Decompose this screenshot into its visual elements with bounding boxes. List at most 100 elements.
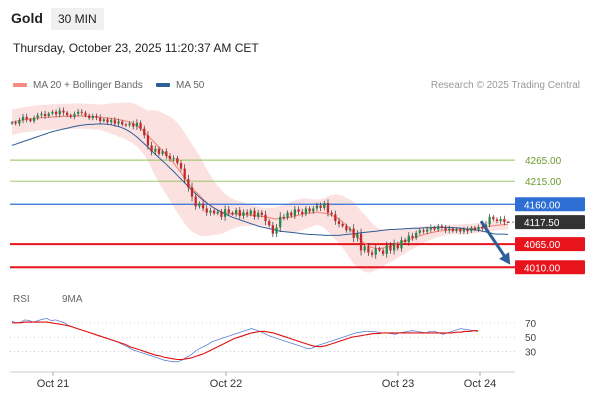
candle-body-68 [260,212,263,215]
current-price-tag: 4117.50 [524,218,560,229]
bollinger-swatch [13,83,27,88]
candle-body-20 [84,112,87,116]
ma9-label: 9MA [62,294,83,305]
candle-body-93 [352,228,355,238]
candle-body-74 [282,216,286,218]
candle-body-64 [246,212,249,215]
candle-body-27 [110,120,113,123]
candle-body-61 [234,210,238,215]
resistance-tag-3: 4160.00 [524,200,561,211]
time-tick-label-0: Oct 21 [37,378,69,390]
candle-body-134 [503,218,506,222]
candle-body-76 [290,212,293,216]
candle-body-125 [470,227,473,232]
rsi-tick-50: 50 [525,333,537,344]
candle-body-71 [271,225,274,234]
candle-body-55 [212,210,216,214]
legend-item-bollinger: MA 20 + Bollinger Bands [13,80,143,91]
candle-body-130 [488,216,491,225]
candle-body-69 [264,214,267,222]
candle-body-131 [492,216,495,220]
candle-body-113 [426,229,429,232]
candle-body-109 [411,235,414,238]
candle-body-3 [21,116,25,121]
candle-body-42 [165,151,168,156]
candle-body-88 [334,214,337,222]
candle-body-53 [205,208,208,213]
candle-body-122 [459,229,462,232]
support-tag-2: 4010.00 [524,263,561,274]
candle-body-46 [179,163,183,169]
candle-body-29 [117,121,120,124]
candle-body-51 [198,203,201,207]
ma50-swatch [156,83,170,88]
candle-body-5 [29,119,32,122]
candle-body-32 [128,123,131,126]
resistance-tag-2: 4215.00 [525,177,562,188]
candle-body-65 [249,210,252,215]
candle-body-45 [176,158,179,164]
legend-item-9ma: 9MA [62,294,83,305]
forecast-arrow [479,220,511,265]
candle-body-79 [301,211,304,214]
candle-body-83 [315,205,319,209]
time-tick-label-1: Oct 22 [210,378,242,390]
candle-body-72 [275,227,278,234]
candle-body-47 [183,168,186,180]
rsi-label: RSI [13,294,30,305]
candle-body-117 [440,226,443,228]
candle-body-121 [455,229,458,232]
legend-item-ma50: MA 50 [156,80,204,91]
candle-body-112 [422,230,425,232]
ma20-line [11,115,509,249]
candle-body-95 [359,233,363,251]
candle-body-18 [77,111,80,114]
candle-body-126 [473,227,477,230]
candle-body-33 [132,123,135,127]
candle-body-63 [242,212,245,217]
candle-body-120 [451,228,455,232]
candles [10,107,510,259]
candle-body-12 [54,111,58,115]
time-axis: Oct 21 Oct 22 Oct 23 Oct 24 [10,371,515,390]
candle-body-52 [201,203,205,209]
candle-body-2 [18,120,21,124]
candle-body-115 [433,227,436,230]
candle-body-13 [58,110,61,115]
candle-body-15 [65,112,69,116]
timeframe-button[interactable]: 30 MIN [51,8,104,30]
candle-body-108 [407,235,410,243]
candle-body-7 [36,115,39,118]
rsi-tick-30: 30 [525,348,537,359]
candle-body-31 [124,124,128,126]
candle-body-0 [10,122,14,124]
candle-body-48 [187,179,190,188]
candle-body-86 [326,202,330,213]
candle-body-102 [385,245,388,254]
time-tick-label-2: Oct 23 [382,378,414,390]
candle-body-40 [157,148,161,154]
candle-body-97 [367,246,370,253]
candle-body-80 [304,208,308,214]
candle-body-37 [146,135,150,146]
candle-body-36 [143,128,146,136]
ma50-line [11,123,509,236]
candle-body-50 [194,196,197,207]
candle-body-94 [356,233,359,238]
candle-body-84 [319,205,322,209]
candle-body-90 [341,224,344,227]
candle-body-118 [444,227,447,231]
candle-body-22 [91,116,94,119]
forecast-arrow-shaft [479,220,510,263]
candle-body-34 [135,122,139,127]
candle-body-103 [389,245,392,251]
candle-body-26 [106,119,109,123]
candle-body-96 [363,246,366,251]
candle-body-21 [88,115,91,119]
resistance-tag-1: 4265.00 [525,156,562,167]
candle-body-114 [429,227,432,230]
candle-body-82 [312,208,315,212]
candle-body-106 [400,239,403,249]
candle-body-66 [253,210,256,217]
